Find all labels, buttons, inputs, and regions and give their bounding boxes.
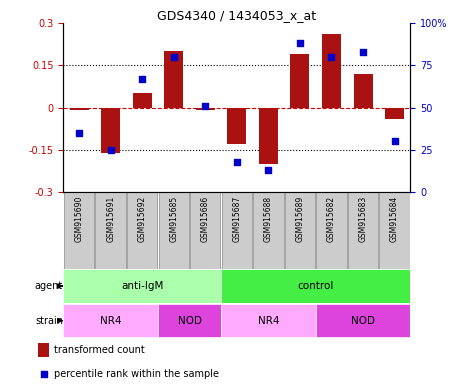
Title: GDS4340 / 1434053_x_at: GDS4340 / 1434053_x_at (157, 9, 317, 22)
Bar (63, 304, 158, 337)
Bar (133, 93, 151, 108)
Text: GSM915688: GSM915688 (264, 196, 273, 242)
Point (359, 49, 367, 55)
Point (202, 103, 209, 109)
Text: percentile rank within the sample: percentile rank within the sample (54, 369, 219, 379)
Text: NOD: NOD (178, 316, 202, 326)
Bar (322, 34, 341, 108)
Bar (348, 192, 378, 269)
Point (265, 167, 272, 173)
Point (40, 371, 47, 377)
Bar (64, 192, 94, 269)
Text: GSM915687: GSM915687 (232, 196, 242, 242)
Bar (196, 108, 215, 110)
Text: GSM915689: GSM915689 (295, 196, 304, 242)
Point (233, 159, 241, 165)
Bar (221, 270, 410, 303)
Point (296, 40, 304, 46)
Bar (127, 192, 157, 269)
Bar (385, 108, 404, 119)
Point (391, 138, 398, 144)
Bar (227, 108, 246, 144)
Bar (69, 108, 89, 110)
Bar (259, 108, 278, 164)
Bar (354, 74, 372, 108)
Bar (190, 192, 220, 269)
Point (107, 147, 114, 153)
Text: GSM915684: GSM915684 (390, 196, 399, 242)
Text: strain: strain (35, 316, 63, 326)
Bar (285, 192, 315, 269)
Point (138, 76, 146, 82)
Bar (101, 108, 120, 152)
Bar (290, 54, 310, 108)
Bar (38, 343, 49, 357)
Text: GSM915691: GSM915691 (106, 196, 115, 242)
Bar (222, 192, 252, 269)
Text: anti-IgM: anti-IgM (121, 281, 163, 291)
Text: GSM915682: GSM915682 (327, 196, 336, 242)
Text: NOD: NOD (351, 316, 375, 326)
Bar (164, 51, 183, 108)
Bar (317, 192, 347, 269)
Text: GSM915686: GSM915686 (201, 196, 210, 242)
Text: GSM915690: GSM915690 (75, 196, 83, 242)
Bar (158, 304, 221, 337)
Text: NR4: NR4 (100, 316, 121, 326)
Text: GSM915683: GSM915683 (358, 196, 368, 242)
Text: GSM915692: GSM915692 (138, 196, 147, 242)
Bar (379, 192, 410, 269)
Text: transformed count: transformed count (54, 345, 144, 355)
Bar (221, 304, 316, 337)
Point (76, 130, 83, 136)
Point (328, 54, 335, 60)
Text: NR4: NR4 (257, 316, 279, 326)
Point (170, 54, 177, 60)
Text: agent: agent (35, 281, 63, 291)
Bar (63, 270, 221, 303)
Bar (96, 192, 126, 269)
Text: GSM915685: GSM915685 (169, 196, 178, 242)
Bar (159, 192, 189, 269)
Bar (253, 192, 284, 269)
Text: control: control (297, 281, 334, 291)
Bar (316, 304, 410, 337)
